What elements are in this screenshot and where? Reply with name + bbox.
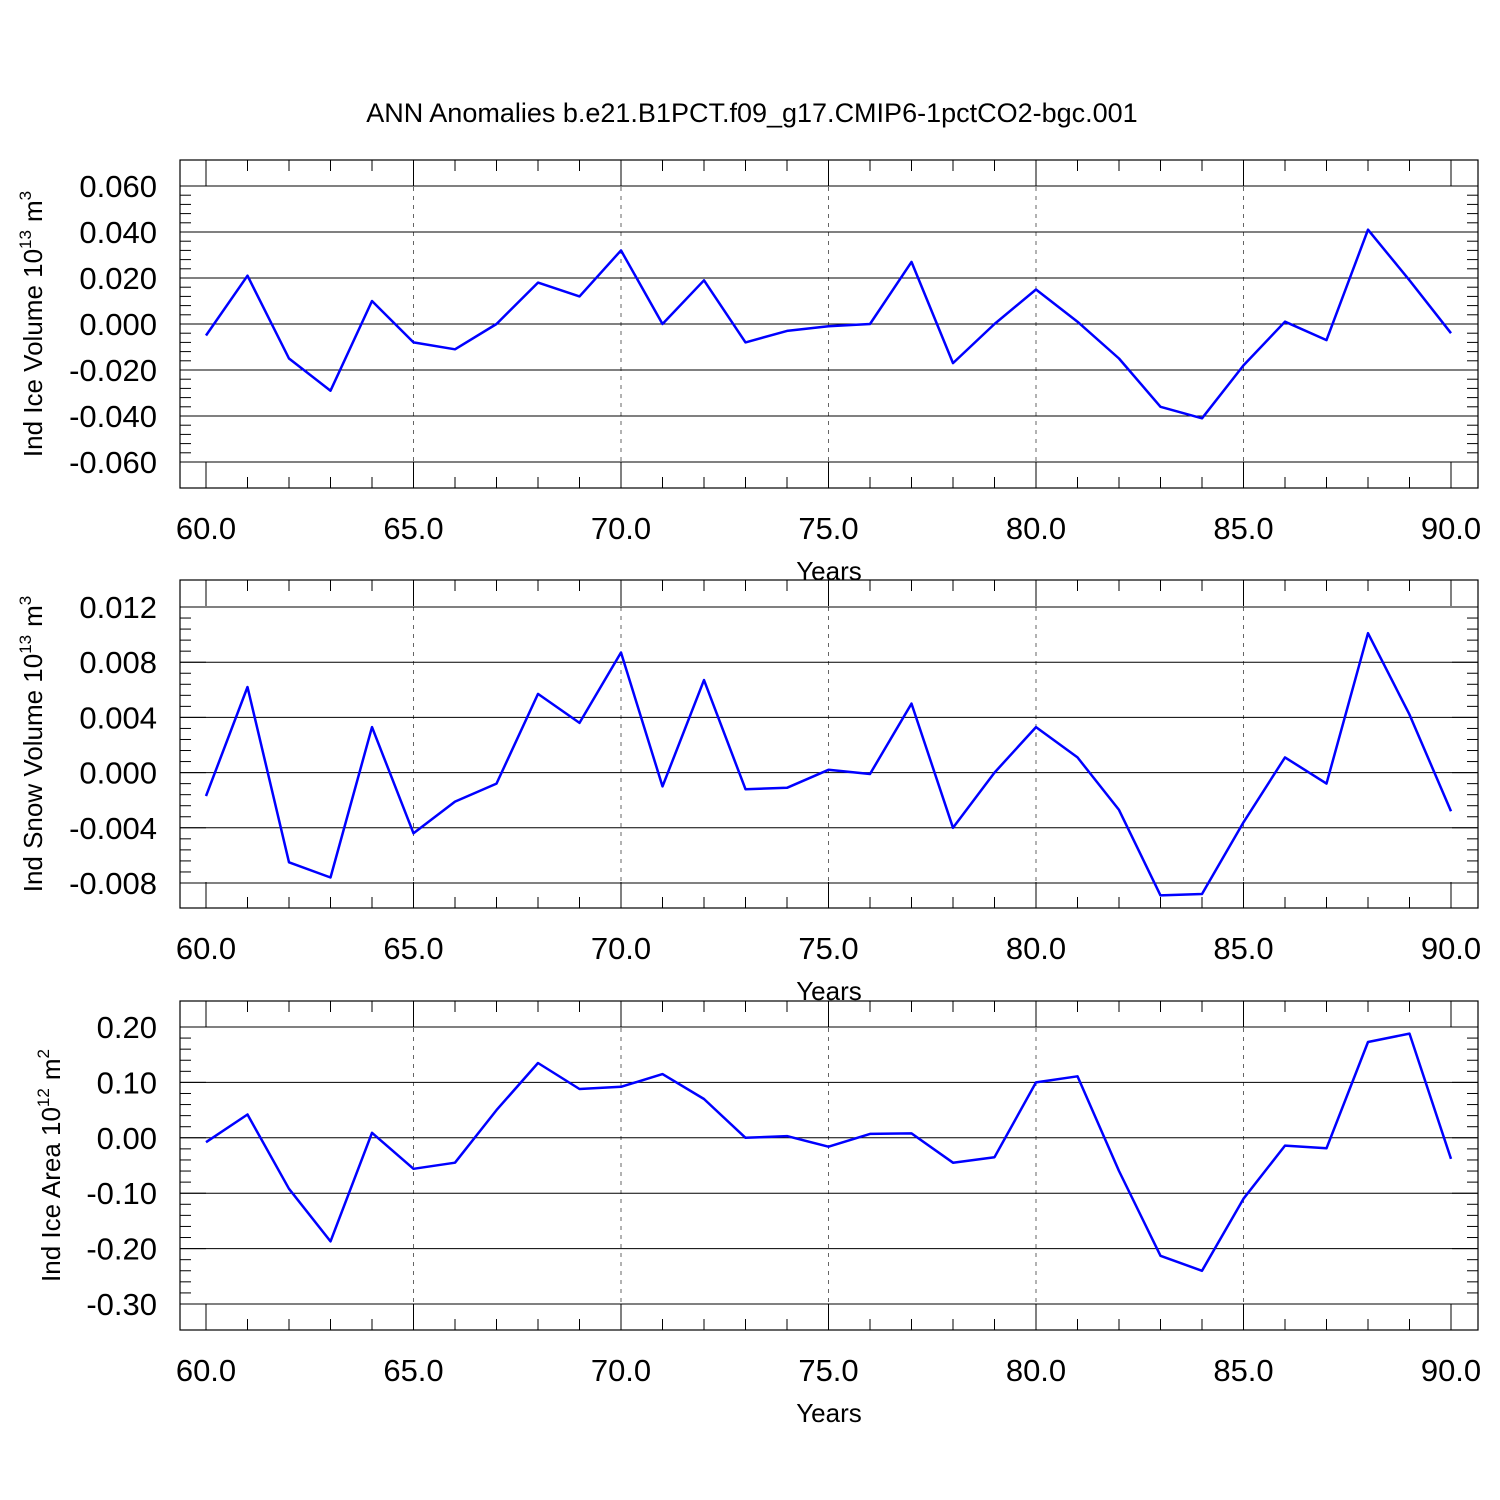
x-tick-label: 75.0 <box>798 931 858 966</box>
x-tick-label: 90.0 <box>1421 931 1481 966</box>
x-tick-label: 65.0 <box>383 931 443 966</box>
y-tick-label: -0.10 <box>86 1176 157 1211</box>
x-tick-label: 85.0 <box>1213 1353 1273 1388</box>
y-tick-label: -0.008 <box>69 866 157 901</box>
y-axis-label: Ind Snow Volume 1013m3 <box>16 596 48 893</box>
x-axis-label: Years <box>796 1398 862 1428</box>
x-tick-label: 65.0 <box>383 1353 443 1388</box>
y-tick-label: 0.20 <box>97 1010 157 1045</box>
x-tick-label: 80.0 <box>1006 511 1066 546</box>
x-tick-label: 60.0 <box>176 931 236 966</box>
x-tick-label: 85.0 <box>1213 931 1273 966</box>
x-tick-label: 70.0 <box>591 1353 651 1388</box>
x-tick-label: 90.0 <box>1421 511 1481 546</box>
x-tick-label: 70.0 <box>591 511 651 546</box>
series-line <box>205 1032 1453 1273</box>
y-tick-label: -0.040 <box>69 399 157 434</box>
x-tick-label: 60.0 <box>176 1353 236 1388</box>
y-tick-label: 0.060 <box>79 169 157 204</box>
x-tick-label: 90.0 <box>1421 1353 1481 1388</box>
chart-panel-3: 60.0 65.0 70.0 75.0 80.0 85.0 90.0 -0.30 -0.20 -0… <box>34 1000 1481 1428</box>
chart-title: ANN Anomalies b.e21.B1PCT.f09_g17.CMIP6-… <box>366 98 1137 128</box>
y-tick-label: 0.004 <box>79 700 157 735</box>
x-tick-label: 75.0 <box>798 511 858 546</box>
y-axis-label: Ind Ice Volume 1013m3 <box>16 191 48 457</box>
chart-panel-1: 60.0 65.0 70.0 75.0 80.0 85.0 90.0 -0.060 -0.040… <box>16 159 1481 586</box>
y-tick-label: 0.000 <box>79 307 157 342</box>
series-line <box>204 228 1452 420</box>
series-line <box>204 631 1453 897</box>
x-tick-label: 75.0 <box>798 1353 858 1388</box>
x-tick-label: 80.0 <box>1006 931 1066 966</box>
y-tick-label: -0.060 <box>69 445 157 480</box>
y-tick-label: 0.00 <box>97 1121 157 1156</box>
y-tick-label: 0.040 <box>79 215 157 250</box>
x-tick-label: 70.0 <box>591 931 651 966</box>
x-tick-label: 60.0 <box>176 511 236 546</box>
y-tick-label: -0.004 <box>69 811 157 846</box>
y-tick-label: -0.020 <box>69 353 157 388</box>
chart-panels: 60.0 65.0 70.0 75.0 80.0 85.0 90.0 -0.060 -0.040… <box>16 159 1481 1428</box>
y-tick-label: 0.012 <box>79 590 157 625</box>
y-tick-label: 0.10 <box>97 1065 157 1100</box>
y-tick-label: 0.000 <box>79 756 157 791</box>
x-tick-label: 65.0 <box>383 511 443 546</box>
y-tick-label: -0.30 <box>86 1287 157 1322</box>
y-axis-label: Ind Ice Area 1012m2 <box>34 1049 66 1282</box>
y-tick-label: -0.20 <box>86 1232 157 1267</box>
x-tick-label: 85.0 <box>1213 511 1273 546</box>
x-tick-label: 80.0 <box>1006 1353 1066 1388</box>
chart-panel-2: 60.0 65.0 70.0 75.0 80.0 85.0 90.0 -0.008 -0.004… <box>16 579 1481 1006</box>
y-tick-label: 0.008 <box>79 645 157 680</box>
y-tick-label: 0.020 <box>79 261 157 296</box>
